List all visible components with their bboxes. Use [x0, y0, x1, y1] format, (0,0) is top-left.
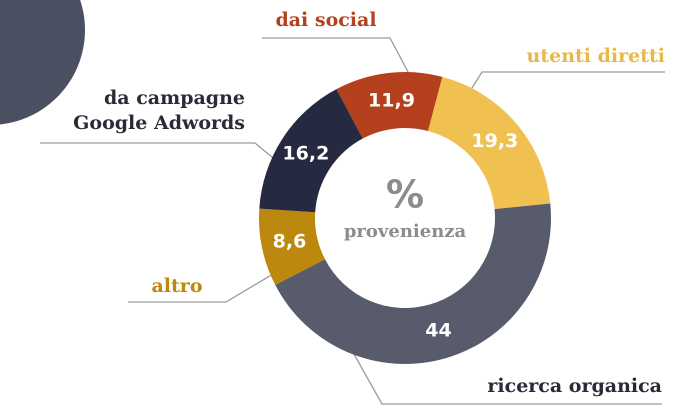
slice: [259, 89, 363, 213]
slice: [259, 208, 326, 285]
value-label: 44: [425, 320, 451, 342]
center-symbol: %: [386, 173, 424, 217]
value-label: 16,2: [282, 143, 329, 165]
slice: [428, 76, 551, 210]
value-label: 8,6: [273, 231, 307, 253]
value-label: 11,9: [368, 89, 415, 111]
slice-label: da campagne Google Adwords: [73, 87, 245, 134]
decoration: [0, 0, 85, 125]
leader-line: [40, 142, 303, 183]
slice-label: utenti diretti: [526, 45, 665, 67]
leader-line: [262, 37, 416, 86]
center-label: provenienza: [344, 221, 467, 242]
slice-label: altro: [151, 275, 203, 297]
leader-line: [344, 337, 662, 405]
slice: [275, 203, 551, 364]
slice-label: ricerca organica: [487, 375, 662, 397]
slice: [336, 72, 443, 139]
slice-label: dai social: [275, 9, 377, 31]
value-label: 19,3: [471, 130, 518, 152]
